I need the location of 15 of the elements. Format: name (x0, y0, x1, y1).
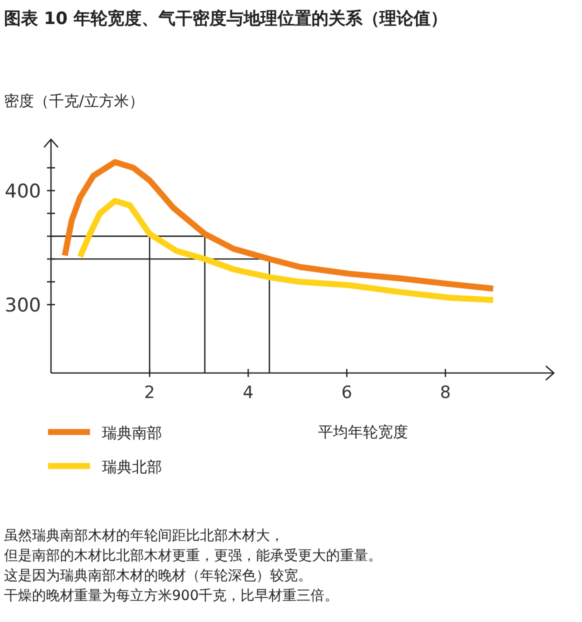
x-tick-label: 6 (341, 383, 352, 403)
x-axis-title: 平均年轮宽度 (318, 423, 408, 441)
legend-label: 瑞典北部 (102, 458, 162, 476)
x-tick-label: 2 (144, 383, 156, 403)
chart-title: 图表 10 年轮宽度、气干密度与地理位置的关系（理论值） (4, 9, 448, 29)
text: 但是南部的木材比北部木材更重，更强，能承受更大的重量。 (4, 548, 382, 564)
x-tick-label: 4 (242, 383, 254, 403)
legend-label: 瑞典南部 (102, 424, 162, 442)
text: 这是因为瑞典南部木材的晚材（年轮深色）较宽。 (4, 568, 312, 584)
y-axis-title: 密度（千克/立方米） (4, 92, 144, 110)
text: 干燥的晚材重量为每立方米900千克，比早材重三倍。 (4, 588, 339, 604)
y-tick-label: 400 (4, 180, 41, 203)
x-tick-label: 8 (440, 383, 451, 403)
text: 虽然瑞典南部木材的年轮间距比北部木材大， (4, 528, 284, 544)
y-tick-label: 300 (4, 294, 41, 317)
